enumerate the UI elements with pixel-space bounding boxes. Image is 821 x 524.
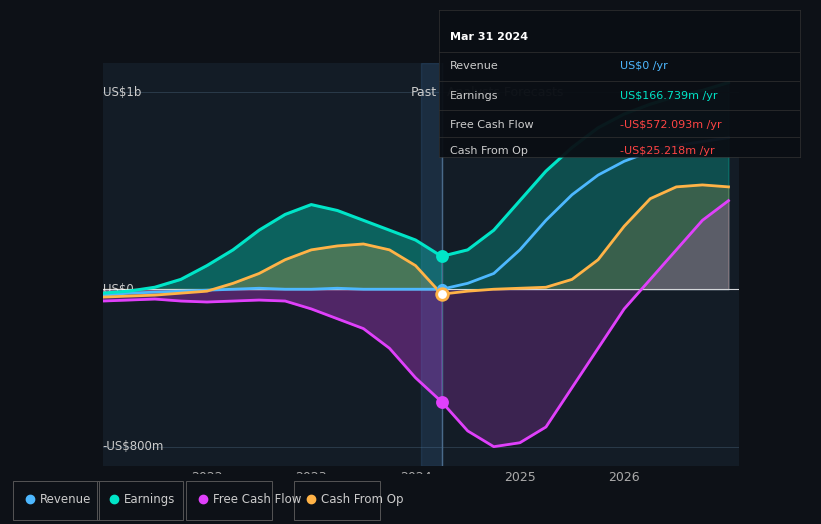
Text: US$1b: US$1b <box>103 86 141 99</box>
Text: Earnings: Earnings <box>450 91 498 101</box>
Text: US$0: US$0 <box>103 283 133 296</box>
Point <box>435 290 448 298</box>
Text: Mar 31 2024: Mar 31 2024 <box>450 32 528 42</box>
Point <box>435 252 448 260</box>
Text: Past: Past <box>410 85 437 99</box>
Text: Analysts Forecasts: Analysts Forecasts <box>447 85 563 99</box>
Text: Revenue: Revenue <box>40 493 92 506</box>
Text: -US$25.218m /yr: -US$25.218m /yr <box>620 146 714 156</box>
Text: Cash From Op: Cash From Op <box>321 493 403 506</box>
Point <box>435 285 448 293</box>
Text: -US$800m: -US$800m <box>103 440 164 453</box>
Text: Free Cash Flow: Free Cash Flow <box>450 120 534 130</box>
Text: Cash From Op: Cash From Op <box>450 146 528 156</box>
Text: Revenue: Revenue <box>450 61 499 71</box>
Point <box>435 398 448 406</box>
Text: US$166.739m /yr: US$166.739m /yr <box>620 91 718 101</box>
Text: Free Cash Flow: Free Cash Flow <box>213 493 301 506</box>
Text: US$0 /yr: US$0 /yr <box>620 61 667 71</box>
Text: Earnings: Earnings <box>124 493 176 506</box>
Bar <box>421 63 442 466</box>
Text: -US$572.093m /yr: -US$572.093m /yr <box>620 120 722 130</box>
